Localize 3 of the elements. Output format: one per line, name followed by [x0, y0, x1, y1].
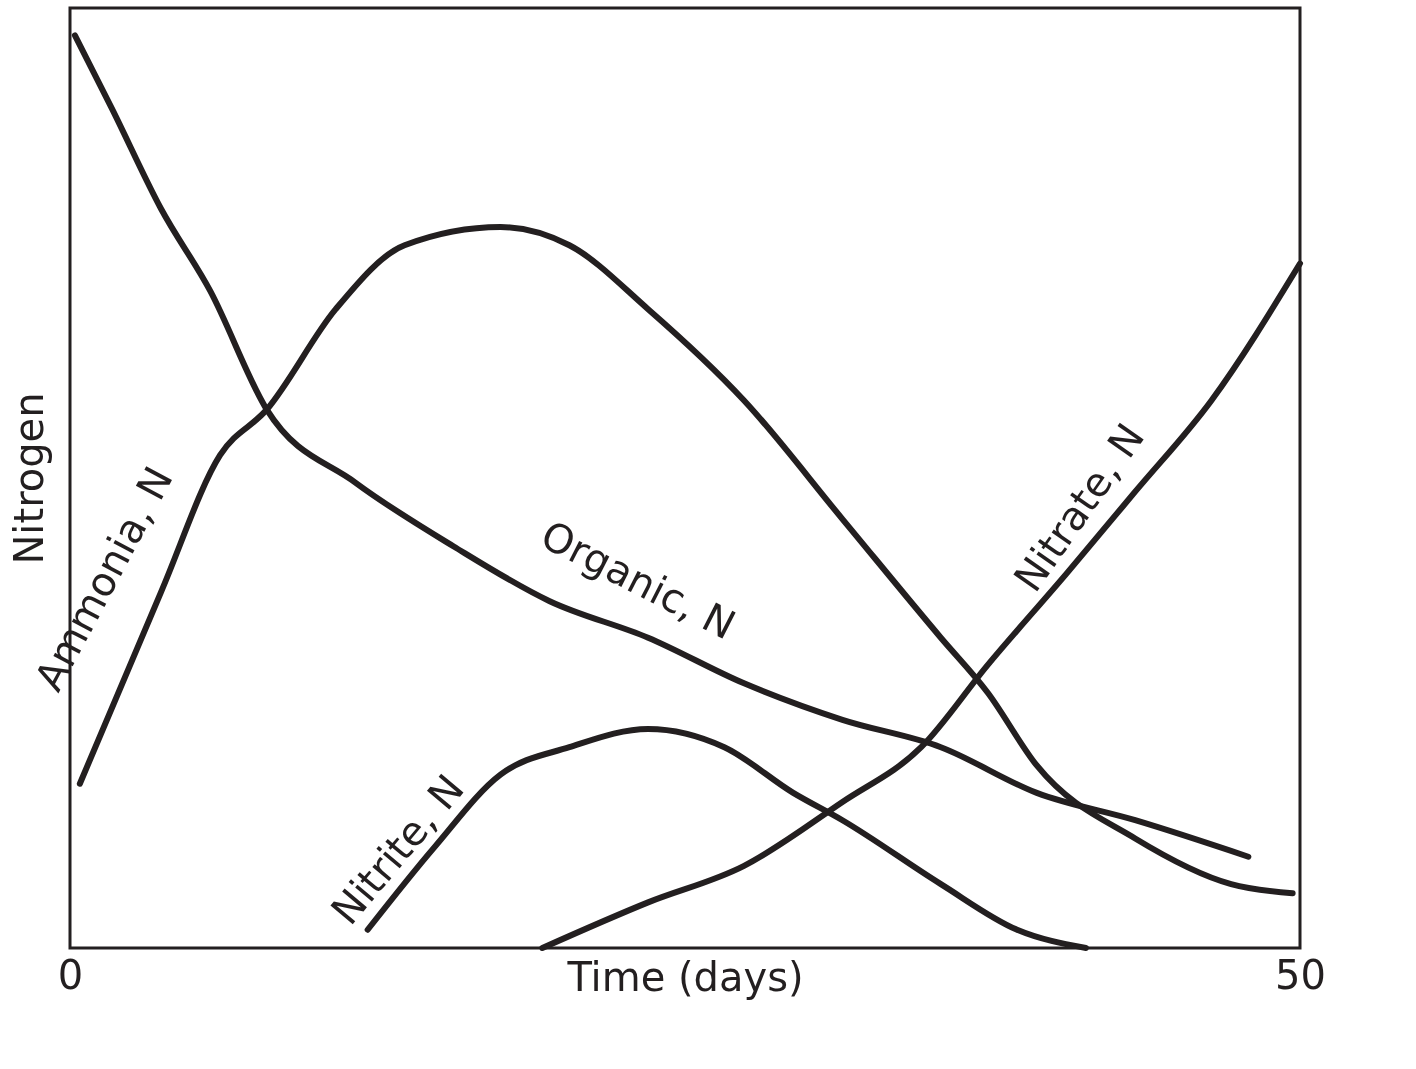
- x-axis-title: Time (days): [566, 953, 804, 1000]
- x-tick-label: 0: [57, 951, 84, 998]
- x-tick-label: 50: [1275, 951, 1326, 998]
